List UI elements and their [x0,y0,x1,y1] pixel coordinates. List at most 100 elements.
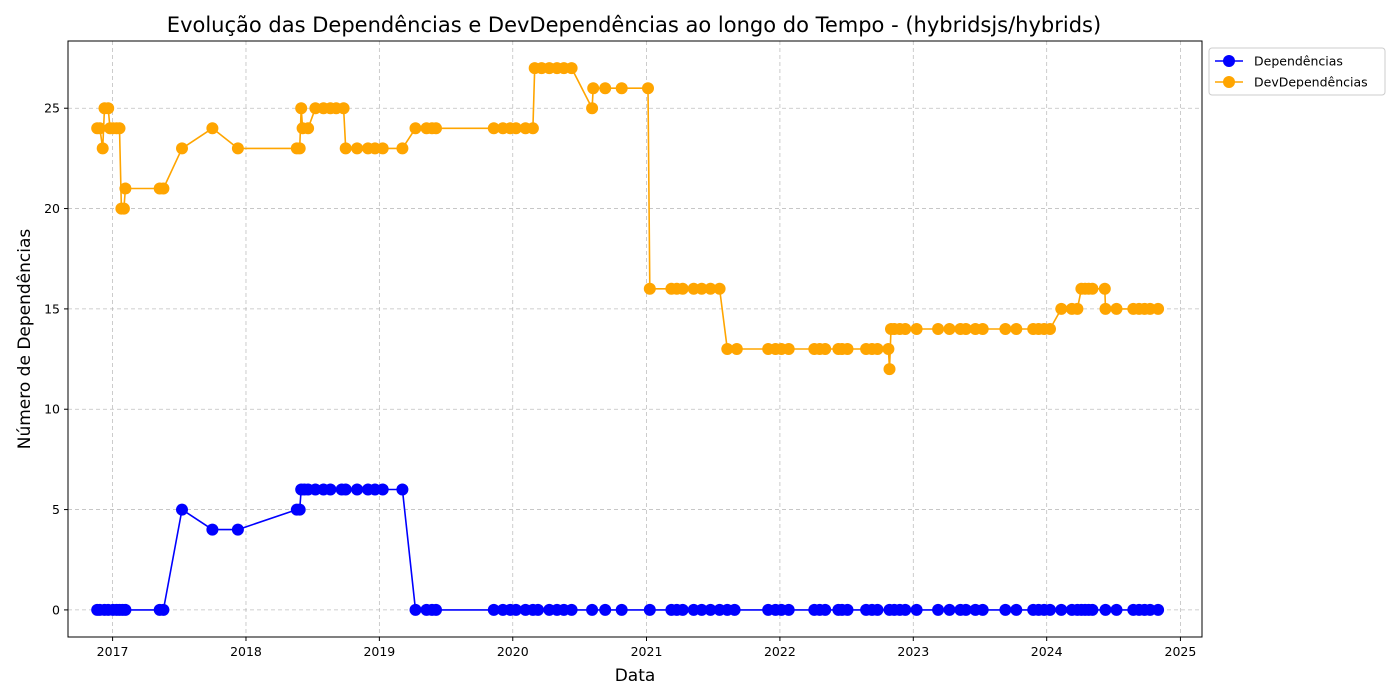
data-point [959,603,972,616]
data-point [157,603,170,616]
data-point [351,142,364,155]
x-tick-label: 2021 [631,644,663,659]
chart-title: Evolução das Dependências e DevDependênc… [167,13,1101,37]
legend-marker [1223,55,1235,67]
y-axis-label: Número de Dependências [15,229,35,450]
data-point [409,603,422,616]
x-tick-label: 2022 [764,644,796,659]
x-tick-label: 2025 [1165,644,1197,659]
data-point [396,142,409,155]
series-line [97,67,1159,370]
data-point [351,483,364,496]
data-point [430,122,442,135]
data-point [999,603,1012,616]
y-tick-label: 25 [44,101,60,116]
y-tick-label: 20 [44,201,60,216]
data-point [976,323,989,335]
data-point [565,603,578,616]
data-point [532,603,544,616]
data-point [615,603,628,616]
data-point [721,343,734,355]
y-tick-label: 10 [44,402,60,417]
data-point [586,102,599,115]
data-point [293,503,306,516]
data-point [976,603,989,616]
data-point [910,603,923,616]
data-point [1086,603,1099,616]
data-point [1010,603,1023,616]
data-point [1152,603,1165,616]
data-point [1110,603,1123,616]
y-axis: 0 5 10 15 20 25 [44,101,68,617]
data-point [841,343,854,355]
series-line [97,488,1159,611]
data-point [119,182,132,195]
data-point [113,122,126,135]
data-point [943,603,956,616]
data-point [324,483,337,496]
data-point [231,523,244,536]
data-point [430,603,442,616]
data-point [206,523,219,536]
data-point [704,603,717,616]
x-tick-label: 2023 [897,644,929,659]
series-2 [91,62,1165,376]
data-point [841,603,854,616]
data-point [943,323,956,335]
data-point [339,483,352,496]
data-point [1055,302,1068,315]
data-point [1071,302,1084,315]
data-point [376,142,389,155]
data-point [1055,603,1068,616]
data-point [1099,603,1112,616]
y-tick-label: 0 [52,602,60,617]
x-tick-label: 2018 [230,644,262,659]
plot-area [91,62,1165,616]
legend-box [1208,47,1386,96]
data-point [676,282,689,295]
data-point [713,282,726,295]
data-point [730,343,743,355]
data-point [871,343,884,355]
data-point [295,102,308,115]
grid [68,41,1202,637]
data-point [999,323,1012,335]
data-point [1098,282,1111,295]
x-tick-label: 2019 [363,644,395,659]
legend-label: Dependências [1254,54,1343,69]
data-point [1010,323,1023,335]
data-point [587,82,600,95]
series-1 [91,483,1165,616]
data-point [302,122,315,135]
x-tick-label: 2017 [97,644,129,659]
data-point [782,603,795,616]
legend-marker [1223,76,1235,88]
data-point [883,363,896,376]
data-point [231,142,244,155]
data-point [396,483,409,496]
data-point [1044,603,1056,616]
data-point [96,142,109,155]
data-point [695,282,708,295]
data-point [510,122,522,135]
data-point [293,142,306,155]
data-point [599,82,612,95]
data-point [871,603,884,616]
legend: Dependências DevDependências [1208,47,1386,96]
data-point [676,603,689,616]
y-tick-label: 15 [44,301,60,316]
data-point [695,603,708,616]
data-point [899,603,912,616]
data-point [339,142,352,155]
data-point [615,82,628,95]
data-point [510,603,522,616]
data-point [586,603,599,616]
data-point [93,122,106,135]
data-point [932,603,945,616]
data-point [932,323,945,335]
data-point [899,323,912,335]
data-point [102,102,115,115]
data-point [910,323,923,335]
legend-label: DevDependências [1254,75,1368,90]
